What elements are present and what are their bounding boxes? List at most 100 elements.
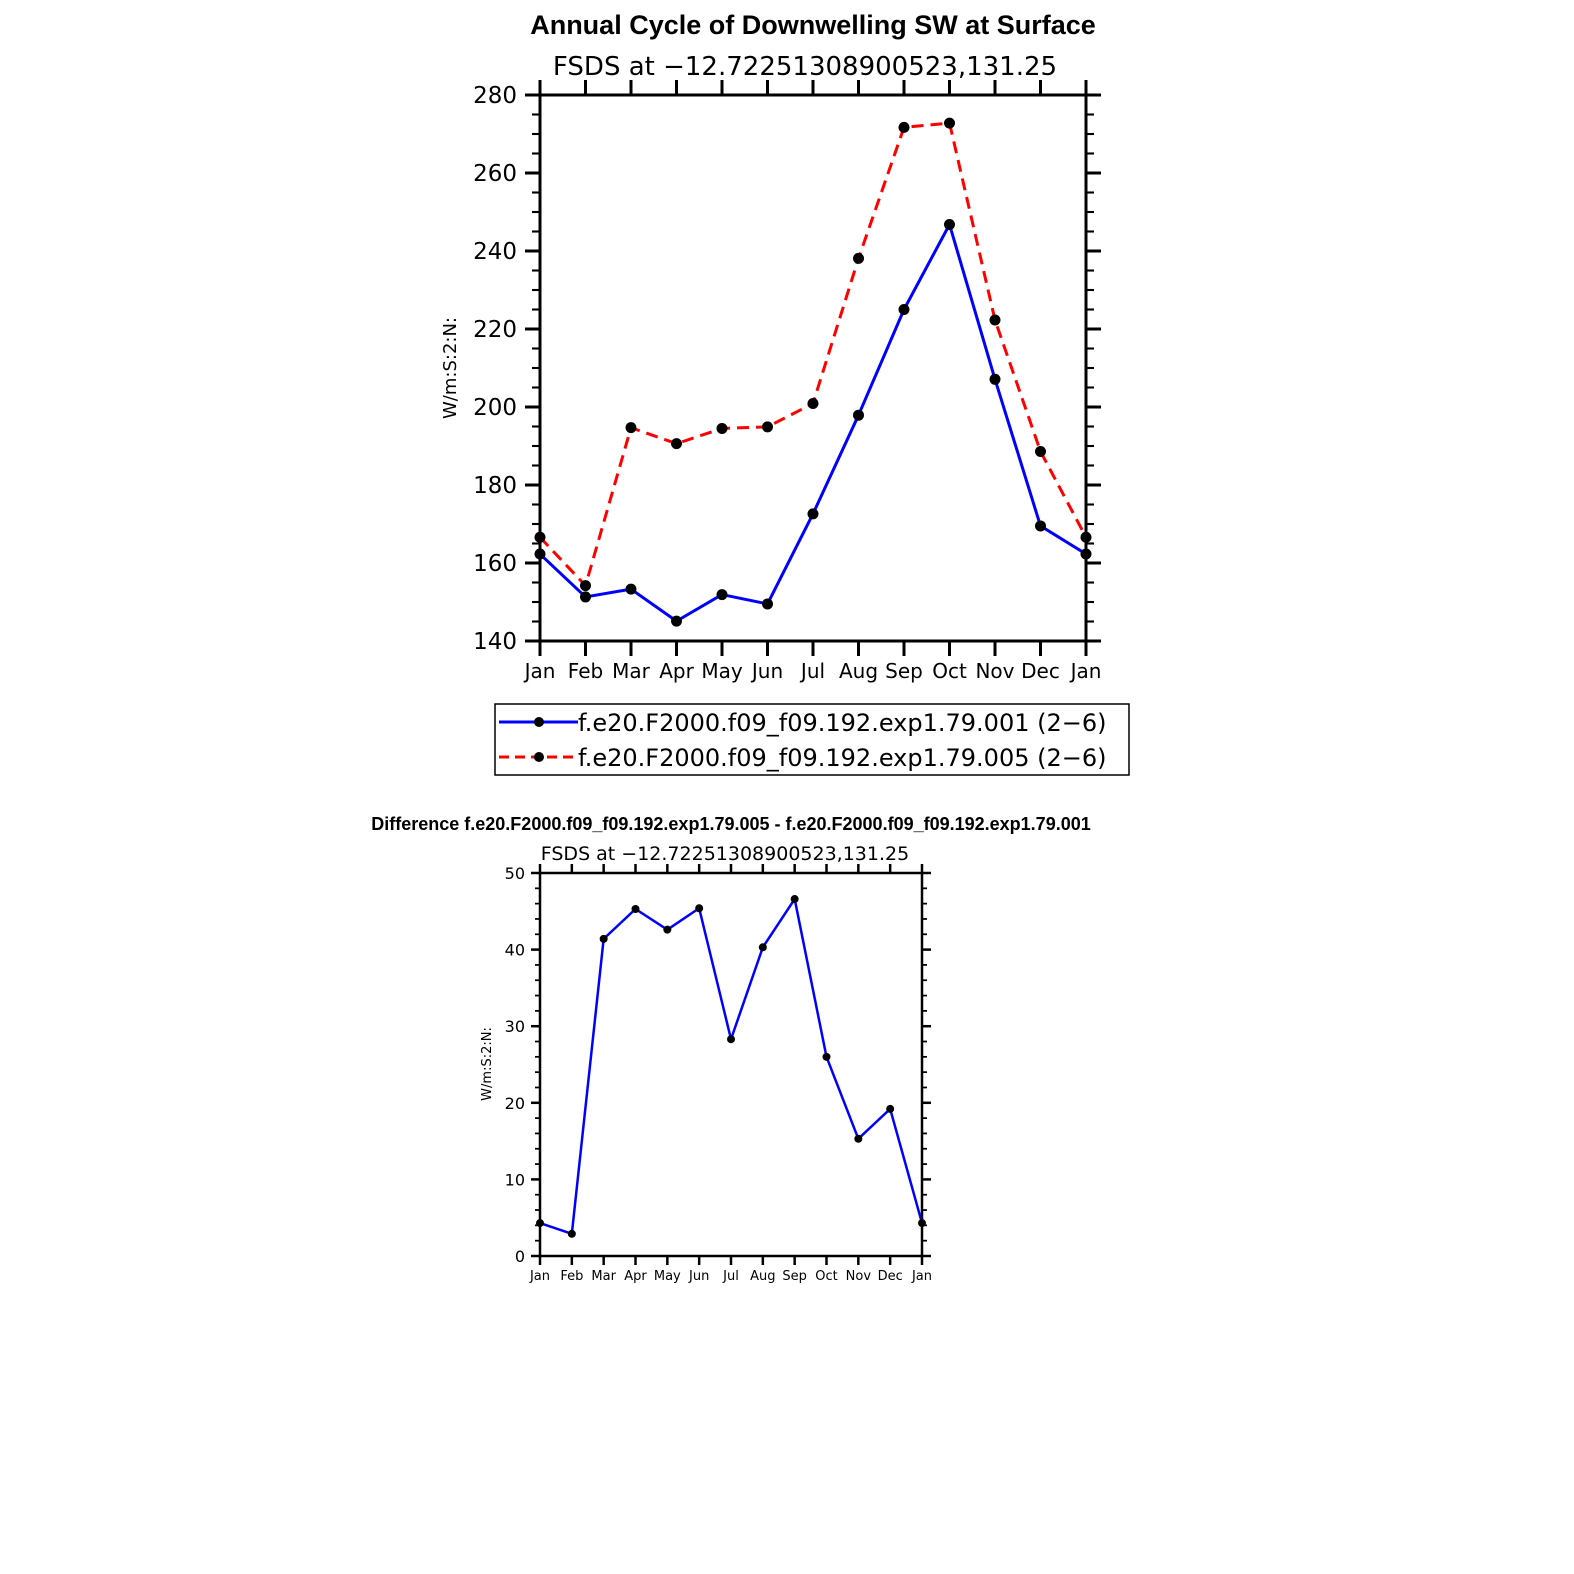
- top-series-2-point: [807, 397, 819, 409]
- top-series-2-point: [671, 438, 682, 450]
- x-tick-label: Aug: [750, 1269, 775, 1284]
- bot-series-1-point: [567, 1229, 576, 1238]
- x-tick-label: Jun: [688, 1269, 709, 1284]
- bottom-chart: Difference f.e20.F2000.f09_f09.192.exp1.…: [371, 814, 1090, 1284]
- top-series-1-point: [944, 218, 955, 230]
- y-tick-label: 220: [473, 317, 517, 343]
- bot-series-1-point: [790, 895, 799, 904]
- top-series-1-point: [853, 409, 864, 421]
- bot-series-1-point: [854, 1134, 863, 1143]
- bot-series-1-point: [886, 1104, 895, 1113]
- legend-marker-series-1: [534, 717, 544, 727]
- x-tick-label: Jan: [911, 1269, 932, 1284]
- y-tick-label: 260: [473, 161, 517, 187]
- y-tick-label: 20: [505, 1094, 525, 1113]
- bot-series-1-point: [758, 943, 767, 952]
- legend-marker-series-2: [534, 752, 544, 762]
- bottom-axis-ticks: [531, 864, 931, 1265]
- top-series-layer: [534, 117, 1092, 627]
- x-tick-label: Oct: [815, 1269, 837, 1284]
- top-y-tick-labels: 140 160 180 200 220 240 260 280: [473, 83, 517, 655]
- x-tick-label: Jun: [750, 659, 783, 683]
- x-tick-label: Nov: [846, 1269, 872, 1284]
- x-tick-label: Jul: [722, 1269, 739, 1284]
- x-tick-label: Apr: [624, 1269, 647, 1284]
- x-tick-label: May: [654, 1269, 681, 1284]
- top-axis-ticks: [525, 80, 1101, 656]
- x-tick-label: Jan: [523, 659, 556, 683]
- top-series-2-point: [989, 314, 1001, 326]
- top-series-2-point: [716, 422, 728, 434]
- x-tick-label: Nov: [975, 659, 1014, 683]
- top-legend: f.e20.F2000.f09_f09.192.exp1.79.001 (2−6…: [494, 703, 1130, 776]
- bottom-y-axis-label: W/m:S:2:N:: [480, 1027, 495, 1101]
- top-series-1-point: [989, 373, 1001, 385]
- bot-series-1-point: [695, 904, 704, 913]
- bot-series-1-point: [663, 925, 672, 934]
- y-tick-label: 140: [473, 629, 517, 655]
- y-tick-label: 40: [505, 941, 525, 960]
- legend-box: [494, 703, 1130, 776]
- bottom-y-tick-labels: 0 10 20 30 40 50: [505, 864, 525, 1266]
- bot-series-1-point: [631, 905, 640, 914]
- bottom-x-tick-labels: Jan Feb Mar Apr May Jun Jul Aug Sep Oct Nov Dec Jan: [529, 1269, 932, 1284]
- x-tick-label: Apr: [659, 659, 694, 683]
- bottom-plot-frame: [538, 871, 924, 1258]
- top-chart-title: Annual Cycle of Downwelling SW at Surfac…: [530, 10, 1096, 40]
- top-series-1-point: [671, 615, 682, 627]
- bot-series-1-point: [822, 1052, 831, 1061]
- top-series-1-point: [625, 583, 637, 595]
- top-series-1-point: [807, 508, 819, 520]
- top-plot-frame: [538, 93, 1088, 643]
- x-tick-label: Dec: [878, 1269, 903, 1284]
- y-tick-label: 0: [515, 1247, 525, 1266]
- top-series-2-point: [580, 580, 591, 592]
- x-tick-label: Jul: [799, 659, 825, 683]
- y-tick-label: 10: [505, 1170, 525, 1189]
- y-tick-label: 180: [473, 473, 517, 499]
- top-series-2-point: [625, 422, 637, 434]
- top-chart: Annual Cycle of Downwelling SW at Surfac…: [440, 10, 1130, 776]
- legend-label-series-2: f.e20.F2000.f09_f09.192.exp1.79.005 (2−6…: [578, 744, 1106, 772]
- top-series-1-point: [716, 589, 728, 601]
- y-tick-label: 280: [473, 83, 517, 109]
- top-series-2-point: [944, 117, 955, 129]
- x-tick-label: May: [701, 659, 743, 683]
- top-chart-subtitle: FSDS at −12.72251308900523,131.25: [553, 52, 1057, 82]
- top-series-2-point: [853, 252, 864, 264]
- x-tick-label: Mar: [612, 659, 651, 683]
- top-series-2-point: [1035, 445, 1046, 457]
- top-series-1-point: [898, 304, 910, 315]
- top-y-axis-label: W/m:S:2:N:: [440, 317, 461, 419]
- top-series-1-point: [1035, 520, 1046, 532]
- x-tick-label: Sep: [885, 659, 923, 683]
- top-x-tick-labels: Jan Feb Mar Apr May Jun Jul Aug Sep Oct Nov Dec Jan: [523, 659, 1102, 683]
- y-tick-label: 50: [505, 864, 525, 883]
- x-tick-label: Aug: [839, 659, 878, 683]
- y-tick-label: 200: [473, 395, 517, 421]
- bot-series-1-point: [599, 934, 608, 943]
- bot-series-line-1: [539, 897, 924, 1236]
- bottom-series-layer: [536, 895, 926, 1238]
- x-tick-label: Jan: [529, 1269, 550, 1284]
- x-tick-label: Dec: [1021, 659, 1060, 683]
- top-series-line-1: [538, 222, 1087, 623]
- top-series-1-point: [762, 598, 773, 610]
- x-tick-label: Feb: [568, 659, 603, 683]
- bottom-chart-subtitle: FSDS at −12.72251308900523,131.25: [541, 843, 909, 865]
- bottom-chart-title: Difference f.e20.F2000.f09_f09.192.exp1.…: [371, 814, 1090, 834]
- x-tick-label: Mar: [591, 1269, 616, 1284]
- y-tick-label: 160: [473, 551, 517, 577]
- x-tick-label: Oct: [932, 659, 967, 683]
- top-series-2-point: [762, 421, 773, 433]
- x-tick-label: Sep: [782, 1269, 807, 1284]
- legend-label-series-1: f.e20.F2000.f09_f09.192.exp1.79.001 (2−6…: [578, 709, 1106, 737]
- y-tick-label: 30: [505, 1017, 525, 1036]
- y-tick-label: 240: [473, 239, 517, 265]
- x-tick-label: Feb: [560, 1269, 583, 1284]
- top-series-1-point: [580, 591, 591, 603]
- top-series-2-point: [898, 121, 910, 133]
- bot-series-1-point: [727, 1035, 735, 1044]
- x-tick-label: Jan: [1069, 659, 1102, 683]
